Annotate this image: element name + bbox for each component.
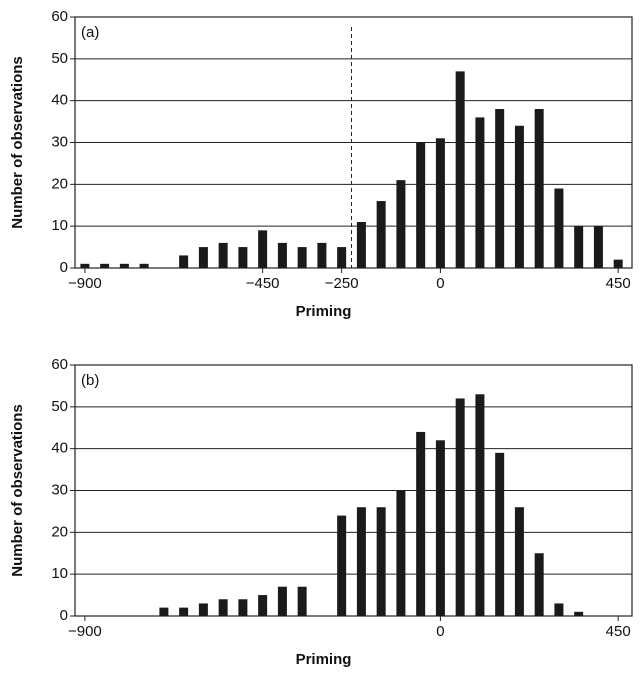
y-tick-label: 10 (51, 217, 68, 234)
y-axis-label: Number of observations (9, 56, 26, 229)
y-tick-label: 10 (51, 565, 68, 582)
y-tick-label: 40 (51, 92, 68, 109)
bar (435, 138, 445, 268)
bar (514, 125, 524, 269)
bar (376, 507, 386, 616)
bar (356, 221, 366, 268)
bar (416, 431, 426, 616)
bar (396, 490, 406, 616)
bar (277, 242, 287, 268)
y-tick-label: 30 (51, 481, 68, 498)
bar (198, 603, 208, 616)
bar (179, 255, 189, 268)
x-tick-label: 0 (436, 623, 444, 640)
bar (514, 507, 524, 616)
bar (554, 603, 564, 616)
y-tick-label: 30 (51, 133, 68, 150)
x-axis-label: Priming (296, 651, 352, 668)
x-tick-label: −900 (68, 623, 102, 640)
bar (455, 398, 465, 616)
bar (159, 607, 169, 616)
x-tick-label: −250 (325, 275, 359, 292)
bar (337, 515, 347, 616)
bar (495, 452, 505, 616)
bar (435, 440, 445, 616)
x-tick-label: 450 (606, 623, 631, 640)
bar (238, 599, 248, 616)
y-tick-label: 50 (51, 50, 68, 67)
x-tick-label: 450 (606, 275, 631, 292)
bar (416, 142, 426, 268)
bar (356, 507, 366, 616)
bar (258, 595, 268, 616)
bar (613, 259, 623, 268)
bar (534, 553, 544, 616)
bar (119, 263, 129, 268)
bar (179, 607, 189, 616)
bar (455, 71, 465, 268)
bar (574, 611, 584, 616)
panel-label: (b) (81, 372, 99, 389)
plot-frame (74, 16, 633, 269)
bar (534, 109, 544, 269)
bar (238, 247, 248, 268)
bar (100, 263, 110, 268)
bar (80, 263, 90, 268)
x-tick-label: −450 (246, 275, 280, 292)
y-tick-label: 60 (51, 8, 68, 25)
x-tick-label: 0 (436, 275, 444, 292)
bar (337, 247, 347, 268)
bar (475, 394, 485, 616)
y-tick-label: 20 (51, 523, 68, 540)
bar (495, 109, 505, 269)
bar (396, 180, 406, 268)
bar (218, 599, 228, 616)
bar (297, 586, 307, 616)
bar (277, 586, 287, 616)
y-axis-label: Number of observations (9, 404, 26, 577)
x-tick-label: −900 (68, 275, 102, 292)
y-tick-label: 50 (51, 398, 68, 415)
y-tick-label: 60 (51, 356, 68, 373)
bar (317, 242, 327, 268)
bar (574, 226, 584, 268)
plot-frame (74, 364, 633, 617)
y-tick-label: 40 (51, 440, 68, 457)
bar (198, 247, 208, 268)
y-tick-label: 0 (60, 259, 68, 276)
bar (218, 242, 228, 268)
x-axis-label: Priming (296, 303, 352, 320)
bar (554, 188, 564, 268)
bar (475, 117, 485, 269)
y-tick-label: 0 (60, 607, 68, 624)
bar (258, 230, 268, 268)
bar (593, 226, 603, 268)
bar (297, 247, 307, 268)
bar (376, 201, 386, 268)
panel-label: (a) (81, 24, 99, 41)
bar (139, 263, 149, 268)
y-tick-label: 20 (51, 175, 68, 192)
